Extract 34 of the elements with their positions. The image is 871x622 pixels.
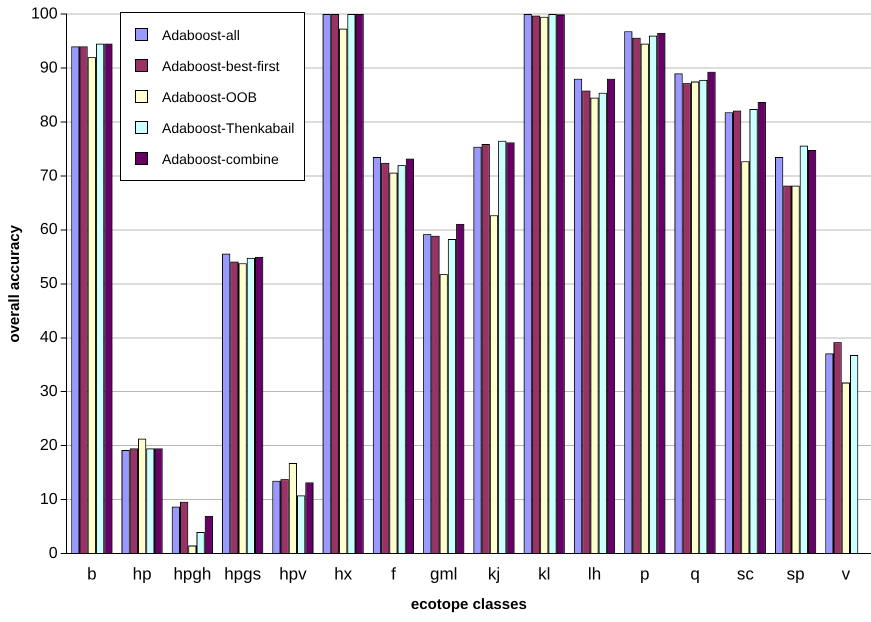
y-tick-label: 0: [48, 545, 58, 562]
x-tick-label: v: [842, 564, 851, 584]
y-tick-label: 100: [30, 5, 58, 22]
x-tick-label: f: [391, 564, 396, 584]
x-tick-label: hp: [132, 564, 152, 584]
y-tick-label: 50: [40, 275, 58, 292]
legend-label: Adaboost-OOB: [162, 88, 257, 104]
x-tick-label: hpv: [279, 564, 308, 584]
y-tick-label: 80: [40, 113, 58, 130]
y-tick-label: 10: [40, 491, 58, 508]
legend-label: Adaboost-best-first: [162, 58, 280, 74]
x-tick-label: kl: [538, 564, 550, 584]
x-tick-label: lh: [588, 564, 602, 584]
y-tick-label: 70: [40, 167, 58, 184]
y-tick-label: 60: [40, 221, 58, 238]
y-axis-title: overall accuracy: [6, 224, 24, 343]
y-tick-label: 90: [40, 59, 58, 76]
x-tick-label: sc: [736, 564, 754, 584]
x-tick-label: sp: [786, 564, 805, 584]
x-axis-title: ecotope classes: [410, 596, 527, 614]
legend-label: Adaboost-Thenkabail: [162, 120, 294, 136]
x-tick-label: hx: [334, 564, 353, 584]
legend-label: Adaboost-all: [162, 26, 240, 42]
x-tick-label: p: [640, 564, 650, 584]
x-tick-label: q: [690, 564, 700, 584]
x-tick-label: b: [87, 564, 97, 584]
y-tick-label: 40: [40, 329, 58, 346]
legend-label: Adaboost-combine: [162, 150, 279, 166]
y-tick-label: 20: [40, 437, 58, 454]
x-tick-label: hpgs: [224, 564, 262, 584]
x-tick-label: kj: [488, 564, 500, 584]
y-tick-label: 30: [40, 383, 58, 400]
x-tick-label: gml: [430, 564, 458, 584]
x-tick-label: hpgh: [173, 564, 212, 584]
